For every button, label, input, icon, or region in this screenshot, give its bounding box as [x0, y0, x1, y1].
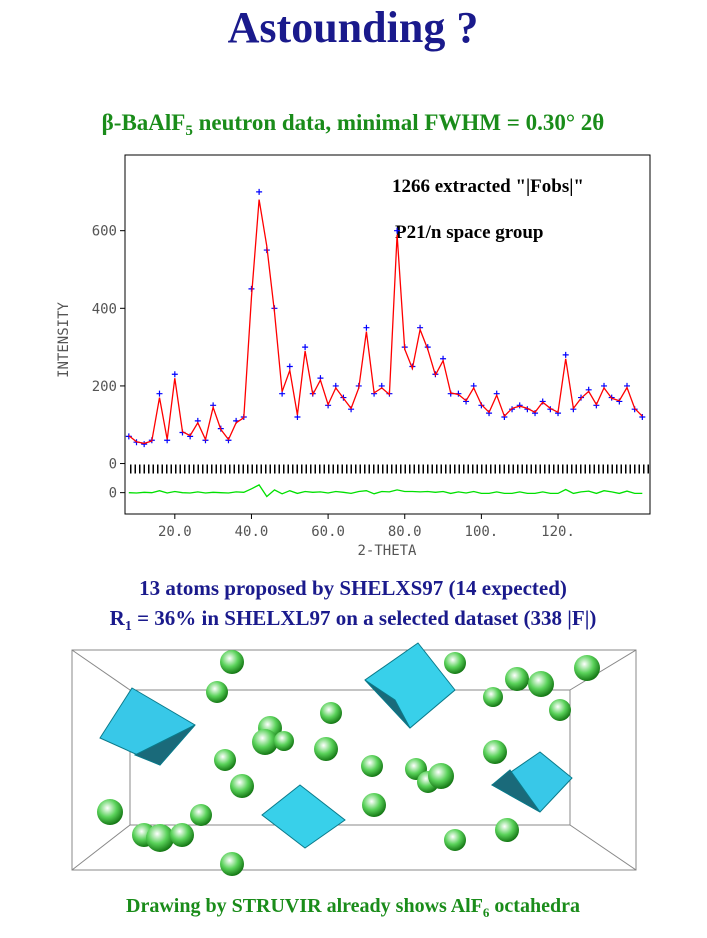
data-line: [128, 484, 643, 498]
text-line: 13 atoms proposed by SHELXS97 (14 expect…: [139, 576, 567, 600]
text-part: = 36% in SHELXL97 on a selected dataset …: [132, 606, 597, 630]
data-point: [302, 344, 309, 351]
data-point: [256, 188, 263, 195]
y-tick-label: 0: [109, 457, 117, 473]
x-tick-label: 100.: [465, 524, 499, 540]
text-part: 13 atoms proposed by SHELXS97 (14 expect…: [139, 576, 567, 600]
data-point: [286, 363, 293, 370]
data-point: [141, 441, 148, 448]
data-line: [128, 199, 643, 445]
x-tick-label: 80.0: [388, 524, 422, 540]
x-tick-label: 120.: [541, 524, 575, 540]
caption-part: Drawing by STRUVIR already shows AlF: [126, 895, 483, 917]
title: Astounding ?: [228, 3, 479, 52]
y-tick-label: 200: [92, 379, 117, 395]
y-tick-label: 600: [92, 224, 117, 240]
caption: Drawing by STRUVIR already shows AlF6 oc…: [126, 895, 580, 920]
annotation: 1266 extracted "|Fobs|": [392, 176, 584, 197]
text-part: R: [110, 606, 126, 630]
chart: 1266 extracted "|Fobs|" P21/n space grou…: [56, 154, 651, 559]
plot-frame: [124, 154, 651, 515]
caption-sub: 6: [483, 905, 490, 920]
x-tick-label: 20.0: [158, 524, 192, 540]
x-tick-label: 40.0: [235, 524, 269, 540]
text-sub: 1: [125, 619, 132, 634]
data-point: [171, 371, 178, 378]
subtitle: β-BaAlF5 neutron data, minimal FWHM = 0.…: [102, 110, 605, 139]
annotation: P21/n space group: [395, 222, 544, 243]
data-point: [394, 227, 401, 234]
data-point: [562, 351, 569, 358]
subtitle-part: neutron data, minimal FWHM = 0.30° 2θ: [193, 110, 604, 135]
x-tick-label: 60.0: [311, 524, 345, 540]
data-point: [532, 410, 539, 417]
text-line: R1 = 36% in SHELXL97 on a selected datas…: [110, 606, 597, 634]
data-point: [516, 402, 523, 409]
data-point: [363, 324, 370, 331]
caption-part: octahedra: [489, 895, 580, 917]
data-point: [156, 390, 163, 397]
x-axis-label: 2-THETA: [357, 543, 417, 559]
subtitle-part: β-BaAlF: [102, 110, 186, 135]
y-tick-label: 400: [92, 301, 117, 317]
y-axis-label: INTENSITY: [56, 302, 72, 378]
crystal-drawing: [71, 642, 637, 876]
data-point: [639, 413, 646, 420]
subtitle-sub: 5: [185, 123, 193, 139]
y-tick-label: 0: [109, 486, 117, 502]
